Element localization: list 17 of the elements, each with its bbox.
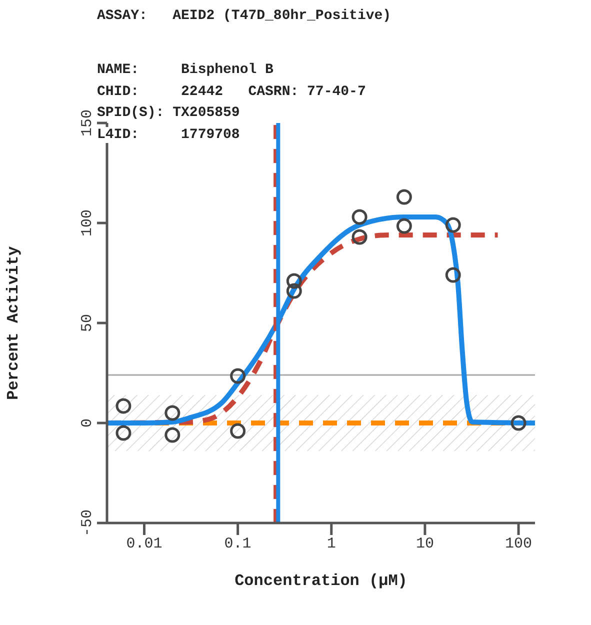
x-tick-label: 1 (326, 536, 336, 553)
y-tick-label: 100 (79, 209, 96, 237)
y-tick-label: 50 (79, 314, 96, 332)
x-tick-label: 0.01 (126, 536, 162, 553)
x-tick-label: 100 (505, 536, 532, 553)
x-axis-title: Concentration (µM) (234, 572, 408, 590)
text: NAME: Bisphenol B (97, 62, 274, 78)
x-tick-label: 0.1 (224, 536, 252, 553)
x-tick-label: 10 (416, 536, 434, 553)
y-tick-label: 0 (79, 418, 96, 428)
annotation: L4ID: 1779708 (97, 126, 240, 142)
y-tick-label: -50 (79, 509, 96, 537)
y-axis-title: Percent Activity (4, 246, 23, 400)
y-tick-label: 150 (79, 109, 96, 137)
text: SPID(S): TX205859 (97, 105, 240, 121)
chart-title: ASSAY: AEID2 (T47D_80hr_Positive) (97, 8, 392, 24)
text: CHID: 22442 CASRN: 77-40-7 (97, 84, 366, 100)
